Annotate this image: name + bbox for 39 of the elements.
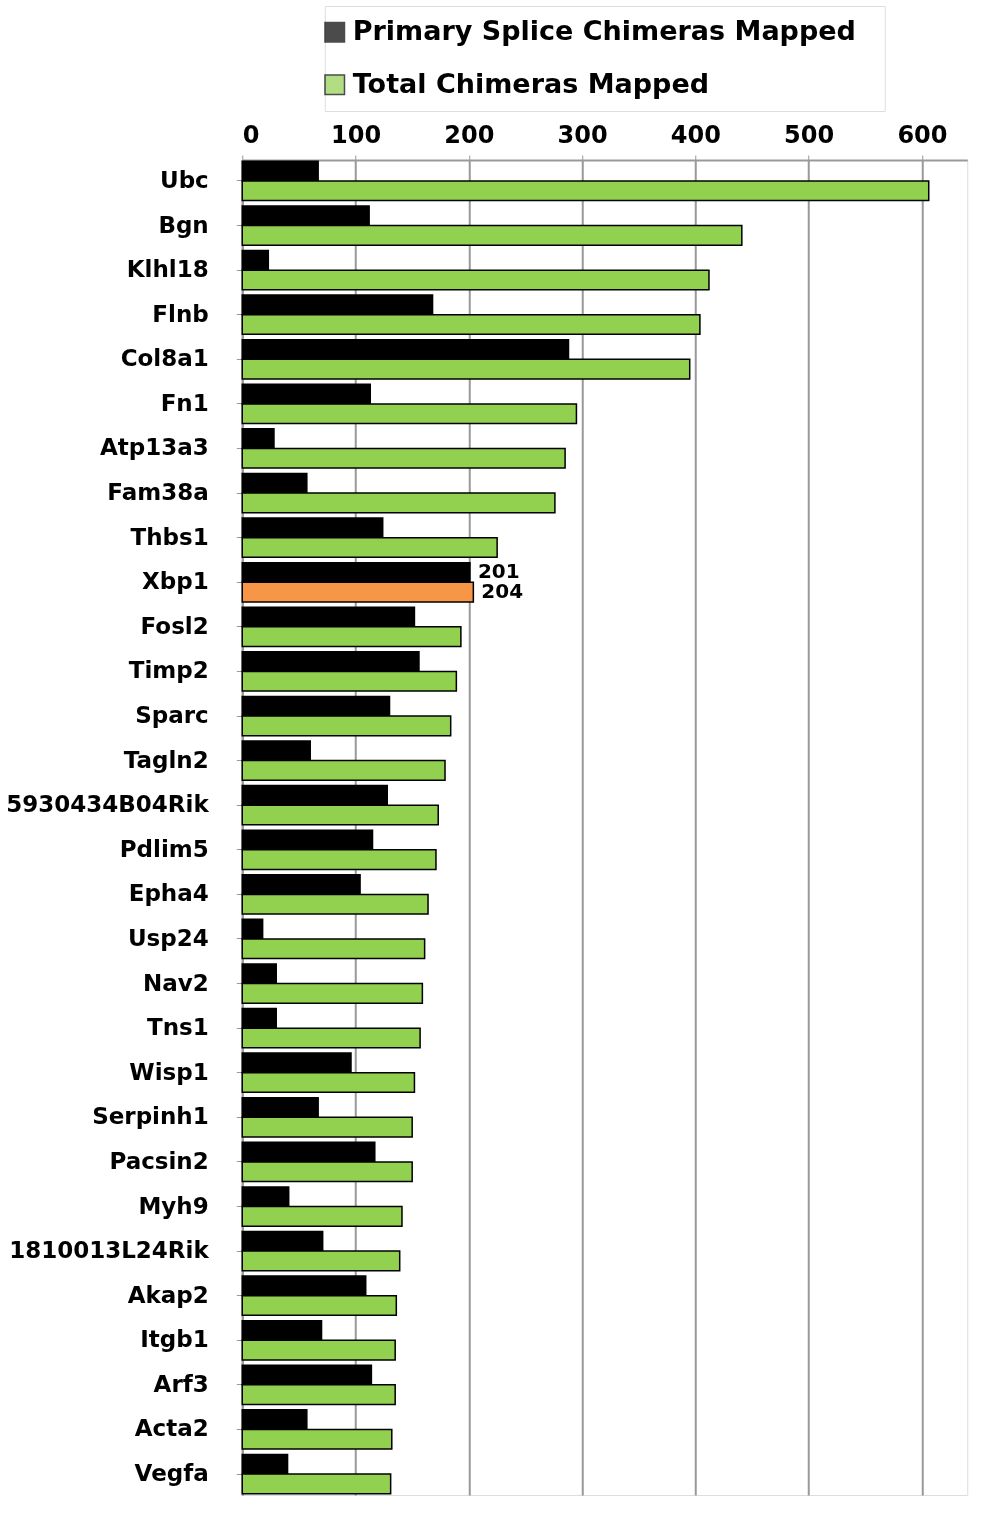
y-tick-label: Nav2 [142, 969, 209, 996]
y-tick-label: 1810013L24Rik [9, 1237, 210, 1264]
y-tick-label: Flnb [152, 300, 209, 327]
y-tick-label: Myh9 [138, 1192, 209, 1219]
y-tick-label: Fam38a [107, 479, 209, 506]
legend-label: Total Chimeras Mapped [352, 67, 710, 99]
y-tick-label: Fn1 [160, 389, 209, 416]
y-tick-label: Fosl2 [140, 612, 209, 639]
y-tick-label: Sparc [135, 702, 209, 729]
y-tick-label: Vegfa [134, 1460, 209, 1487]
x-tick-label: 200 [444, 120, 495, 149]
x-tick-label: 600 [897, 120, 948, 149]
y-tick-label: Bgn [158, 211, 209, 238]
y-tick-label: Ubc [159, 166, 209, 193]
x-tick-label: 100 [330, 120, 382, 149]
x-tick-label: 0 [242, 120, 260, 149]
y-tick-label: Pdlim5 [119, 835, 209, 862]
x-tick-label: 300 [557, 120, 608, 149]
y-tick-label: Xbp1 [142, 568, 209, 595]
y-tick-label: Wisp1 [129, 1058, 209, 1085]
y-tick-label: Itgb1 [140, 1326, 209, 1353]
legend-label: Primary Splice Chimeras Mapped [352, 15, 856, 47]
y-tick-label: Atp13a3 [99, 434, 209, 461]
y-tick-label: Epha4 [128, 880, 209, 907]
x-tick-label: 500 [784, 120, 835, 149]
y-tick-label: Arf3 [153, 1370, 209, 1397]
y-tick-label: Pacsin2 [109, 1147, 209, 1174]
y-tick-label: Akap2 [127, 1281, 209, 1308]
y-tick-label: Serpinh1 [92, 1103, 209, 1130]
y-tick-label: Col8a1 [120, 345, 209, 372]
y-tick-label: Usp24 [127, 924, 209, 951]
y-tick-label: Timp2 [128, 657, 209, 684]
x-tick-label: 400 [670, 120, 721, 149]
y-tick-label: Tns1 [146, 1014, 209, 1041]
y-tick-label: Klhl18 [126, 256, 209, 283]
y-tick-label: Tagln2 [123, 746, 209, 773]
y-tick-label: Thbs1 [130, 523, 209, 550]
y-tick-label: 5930434B04Rik [6, 791, 210, 818]
y-tick-label: Acta2 [134, 1415, 209, 1442]
